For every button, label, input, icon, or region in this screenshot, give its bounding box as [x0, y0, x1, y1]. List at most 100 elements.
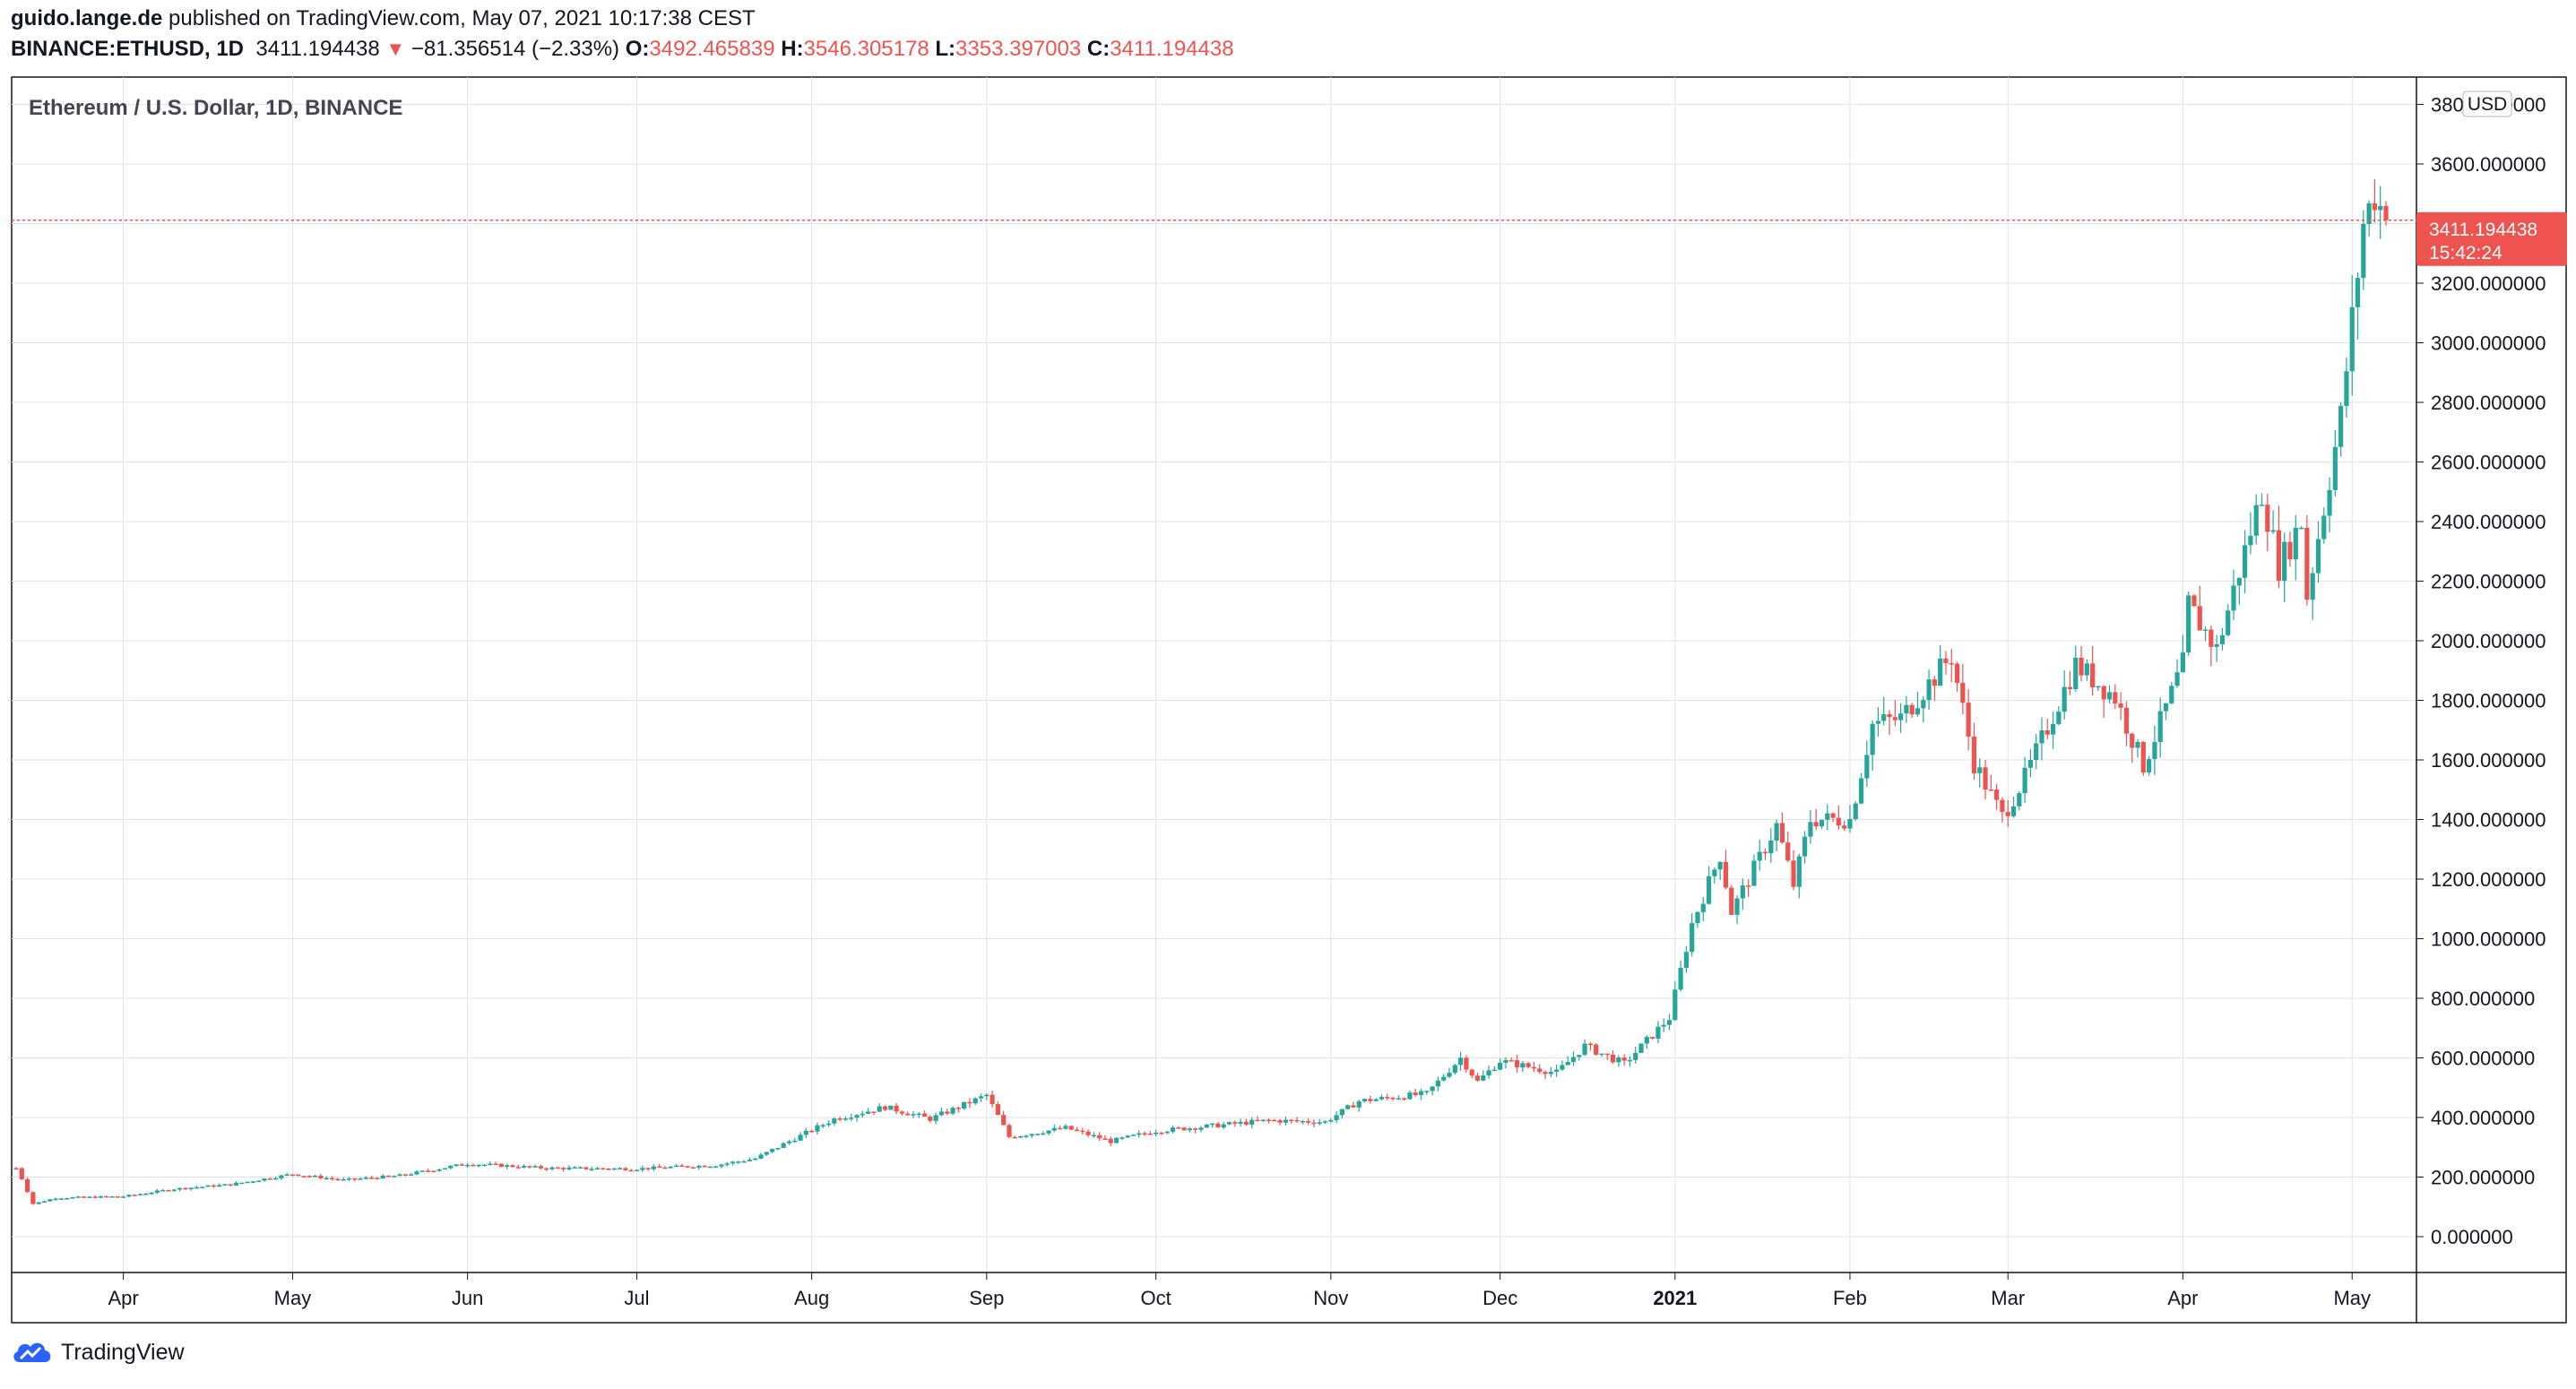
candle-body: [555, 1167, 560, 1169]
candle-body: [392, 1176, 397, 1178]
candle-body: [301, 1176, 307, 1178]
tradingview-cloud-icon: [13, 1342, 51, 1362]
candle-body: [160, 1190, 166, 1192]
candle-body: [1610, 1054, 1616, 1063]
candle-body: [256, 1180, 262, 1183]
candle-body: [1966, 703, 1971, 737]
candle-body: [1164, 1131, 1170, 1134]
candle-body: [1474, 1075, 1481, 1081]
candle-body: [1498, 1062, 1503, 1070]
candle-body: [673, 1165, 679, 1168]
candle-body: [1249, 1119, 1255, 1126]
tradingview-brand[interactable]: TradingView: [11, 1339, 185, 1366]
candle-body: [2253, 505, 2259, 536]
candle-body: [1046, 1130, 1051, 1134]
candle-body: [521, 1166, 527, 1168]
candle-body: [335, 1178, 341, 1180]
candle-body: [2152, 741, 2157, 760]
candle-body: [1238, 1121, 1243, 1124]
y-tick-label: 2600.000000: [2431, 452, 2546, 474]
y-tick-label: 3000.000000: [2431, 332, 2546, 355]
candle-body: [2361, 223, 2366, 279]
candle-body: [2010, 806, 2017, 816]
candle-body: [2259, 505, 2265, 506]
candle-body: [1407, 1092, 1413, 1100]
candlestick-series: [13, 178, 2389, 1205]
candle-body: [272, 1178, 279, 1180]
candle-body: [1514, 1060, 1520, 1068]
candle-body: [662, 1167, 668, 1169]
y-tick-label: 800.000000: [2431, 988, 2535, 1010]
currency-badge[interactable]: USD: [2462, 91, 2512, 117]
symbol-label: BINANCE:ETHUSD, 1D: [11, 37, 245, 61]
candle-body: [171, 1189, 177, 1191]
candle-body: [1243, 1121, 1249, 1126]
candle-body: [2236, 577, 2242, 586]
candle-body: [1260, 1119, 1266, 1121]
candle-body: [617, 1168, 623, 1170]
candle-body: [1481, 1075, 1486, 1081]
candle-body: [1137, 1133, 1142, 1135]
candle-body: [1548, 1071, 1553, 1074]
currency-label: USD: [2468, 94, 2507, 115]
candle-body: [41, 1201, 48, 1204]
candle-body: [346, 1178, 352, 1180]
candle-body: [888, 1105, 894, 1110]
y-tick-label: 3600.000000: [2431, 153, 2546, 176]
candle-body: [58, 1198, 64, 1200]
candle-body: [2310, 573, 2315, 600]
candle-body: [1836, 817, 1841, 826]
candle-body: [792, 1140, 798, 1143]
candle-body: [1232, 1122, 1238, 1124]
candle-body: [2287, 541, 2293, 560]
candle-body: [109, 1196, 115, 1198]
chart-title: Ethereum / U.S. Dollar, 1D, BINANCE: [29, 96, 402, 120]
candle-body: [1402, 1098, 1407, 1100]
candle-body: [1181, 1127, 1187, 1131]
candle-body: [1577, 1055, 1582, 1057]
candle-body: [899, 1111, 904, 1114]
candle-body: [561, 1168, 566, 1169]
candle-body: [352, 1178, 358, 1180]
candle-body: [1058, 1127, 1063, 1130]
candle-body: [1447, 1073, 1452, 1077]
candle-body: [2378, 205, 2383, 211]
candle-body: [1666, 1020, 1673, 1025]
candle-body: [984, 1094, 990, 1097]
candle-body: [1491, 1069, 1497, 1072]
candle-body: [70, 1197, 75, 1199]
candle-body: [222, 1184, 228, 1186]
y-tick-label: 1400.000000: [2431, 809, 2546, 832]
candle-body: [724, 1163, 730, 1165]
candle-body: [1943, 658, 1949, 663]
author-name[interactable]: guido.lange.de: [11, 6, 163, 30]
y-tick-label: 0.000000: [2431, 1226, 2513, 1248]
candle-body: [2248, 535, 2253, 546]
candle-body: [1875, 720, 1881, 724]
candle-body: [1024, 1135, 1029, 1137]
candle-body: [1041, 1133, 1046, 1135]
candle-body: [2101, 686, 2106, 700]
candle-body: [2202, 629, 2209, 632]
candle-body: [775, 1148, 781, 1150]
candle-body: [702, 1165, 707, 1168]
candle-body: [2349, 306, 2355, 372]
candle-body: [2186, 595, 2191, 653]
x-tick-label: Aug: [794, 1287, 829, 1309]
candle-body: [2180, 652, 2185, 673]
candle-body: [1097, 1134, 1102, 1139]
candle-body: [2079, 657, 2084, 676]
candle-body: [911, 1114, 916, 1116]
candle-body: [1819, 819, 1825, 827]
candle-body: [950, 1108, 955, 1114]
candle-body: [1294, 1119, 1300, 1122]
candle-body: [1531, 1066, 1537, 1069]
candle-body: [1740, 885, 1745, 899]
low-value: 3353.397003: [955, 37, 1082, 61]
candle-body: [329, 1178, 335, 1180]
down-arrow-icon: ▼: [385, 38, 406, 60]
x-tick-label: Apr: [108, 1287, 138, 1309]
candle-body: [476, 1164, 481, 1167]
candle-body: [2226, 610, 2231, 635]
